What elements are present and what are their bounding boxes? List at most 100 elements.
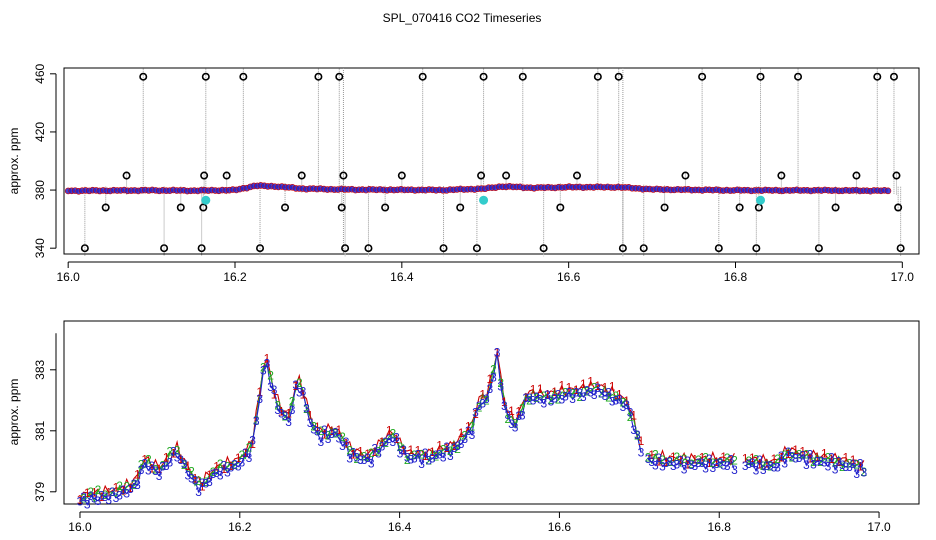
- series-3-marker: 3: [821, 455, 828, 469]
- outlier-point: [256, 244, 265, 253]
- series-3-marker: 3: [447, 449, 454, 463]
- series-1-marker: 1: [472, 407, 479, 421]
- series-3-marker: 3: [159, 459, 166, 473]
- series-3-marker: 3: [709, 461, 716, 475]
- series-1-marker: 1: [515, 404, 522, 418]
- series-2-marker: 2: [238, 448, 245, 462]
- series-1-marker: 1: [609, 379, 616, 393]
- series-1-marker: 1: [706, 456, 713, 470]
- outlier-point: [814, 244, 823, 253]
- series-3-marker: 3: [616, 393, 623, 407]
- series-2-marker: 2: [505, 412, 512, 426]
- bottom-x-tick-label: 17.0: [867, 520, 891, 534]
- series-1-marker: 1: [656, 454, 663, 468]
- series-3-marker: 3: [781, 456, 788, 470]
- series-3-marker: 3: [540, 397, 547, 411]
- series-2-marker: 2: [469, 420, 476, 434]
- series-3-marker: 3: [84, 498, 91, 512]
- series-3-marker: 3: [80, 490, 87, 504]
- top-y-tick-label: 460: [33, 63, 47, 83]
- series-3-marker: 3: [220, 459, 227, 473]
- outlier-point: [479, 72, 488, 81]
- series-2-marker: 2: [717, 456, 724, 470]
- series-3-marker: 3: [332, 426, 339, 440]
- outlier-point: [176, 203, 185, 212]
- series-3-marker: 3: [425, 454, 432, 468]
- series-1-marker: 1: [364, 447, 371, 461]
- series-3-marker: 3: [213, 466, 220, 480]
- series-2-marker: 2: [526, 394, 533, 408]
- series-1-marker: 1: [663, 455, 670, 469]
- series-2-marker: 2: [666, 455, 673, 469]
- series-1-marker: 1: [857, 460, 864, 474]
- top-x-tick-label: 16.2: [223, 270, 247, 284]
- series-1-marker: 1: [350, 447, 357, 461]
- series-2-marker: 2: [95, 483, 102, 497]
- series-1-marker: 1: [357, 444, 364, 458]
- series-1-marker: 1: [727, 453, 734, 467]
- series-3-marker: 3: [796, 451, 803, 465]
- series-2-marker: 2: [562, 385, 569, 399]
- series-3-marker: 3: [512, 421, 519, 435]
- series-1-marker: 1: [799, 444, 806, 458]
- series-2-marker: 2: [167, 445, 174, 459]
- series-3-marker: 3: [379, 440, 386, 454]
- series-3-marker: 3: [382, 435, 389, 449]
- series-3-marker: 3: [318, 435, 325, 449]
- series-3-marker: 3: [267, 380, 274, 394]
- outlier-point: [614, 72, 623, 81]
- baseline-point: [884, 187, 892, 195]
- series-3-marker: 3: [389, 435, 396, 449]
- outlier-point: [556, 203, 565, 212]
- series-2-marker: 2: [159, 458, 166, 472]
- series-3-marker: 3: [156, 469, 163, 483]
- series-3-marker: 3: [256, 392, 263, 406]
- series-3-marker: 3: [825, 459, 832, 473]
- series-3-marker: 3: [634, 428, 641, 442]
- outlier-point: [101, 203, 110, 212]
- series-3-marker: 3: [756, 453, 763, 467]
- series-3-marker: 3: [688, 458, 695, 472]
- series-3-marker: 3: [228, 460, 235, 474]
- series-3-marker: 3: [400, 443, 407, 457]
- bottom-plot-frame: [63, 320, 920, 505]
- series-3-marker: 3: [127, 482, 134, 496]
- top-x-tick-label: 17.0: [891, 270, 915, 284]
- series-1-marker: 1: [821, 447, 828, 461]
- series-2-marker: 2: [745, 454, 752, 468]
- series-3-marker: 3: [386, 432, 393, 446]
- series-1-marker: 1: [638, 434, 645, 448]
- series-2-marker: 2: [454, 442, 461, 456]
- series-1-marker: 1: [256, 385, 263, 399]
- series-3-marker: 3: [346, 451, 353, 465]
- series-3-marker: 3: [828, 451, 835, 465]
- series-3-marker: 3: [551, 392, 558, 406]
- series-1-marker: 1: [292, 379, 299, 393]
- series-1-marker: 1: [429, 445, 436, 459]
- series-1-marker: 1: [778, 450, 785, 464]
- series-3-marker: 3: [242, 446, 249, 460]
- series-3-marker: 3: [620, 400, 627, 414]
- series-3-marker: 3: [249, 433, 256, 447]
- series-3-marker: 3: [105, 493, 112, 507]
- series-1-marker: 1: [400, 443, 407, 457]
- series-3-marker: 3: [497, 379, 504, 393]
- bottom-y-label: approx. ppm: [7, 379, 21, 446]
- series-3-marker: 3: [785, 445, 792, 459]
- outlier-point: [80, 244, 89, 253]
- series-3-marker: 3: [271, 383, 278, 397]
- series-3-marker: 3: [580, 390, 587, 404]
- series-2-marker: 2: [332, 427, 339, 441]
- series-3-marker: 3: [131, 477, 138, 491]
- series-3-marker: 3: [843, 460, 850, 474]
- series-3-marker: 3: [188, 472, 195, 486]
- series-2-marker: 2: [652, 447, 659, 461]
- top-x-tick-label: 16.4: [390, 270, 414, 284]
- series-2-marker: 2: [210, 465, 217, 479]
- outlier-point: [714, 244, 723, 253]
- outlier-point: [873, 72, 882, 81]
- outlier-point: [239, 72, 248, 81]
- series-3-marker: 3: [835, 454, 842, 468]
- series-1-marker: 1: [623, 394, 630, 408]
